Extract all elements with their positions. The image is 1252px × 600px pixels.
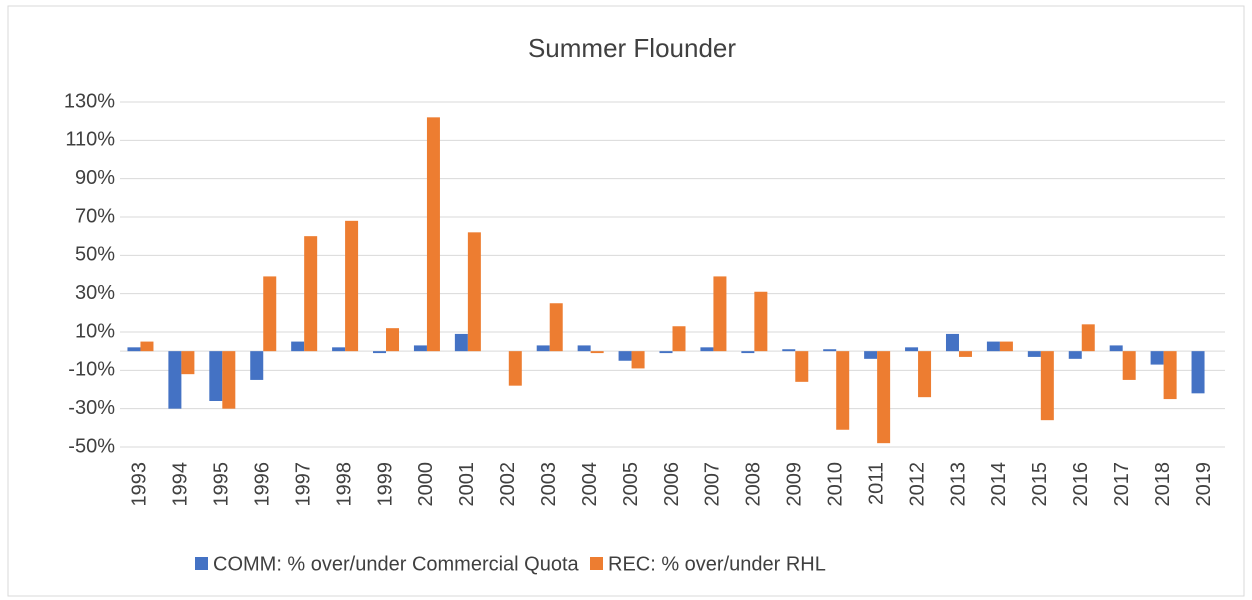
bar <box>263 276 277 352</box>
bar <box>577 345 591 352</box>
x-tick-label: 2015 <box>1029 462 1051 507</box>
x-tick-label: 2011 <box>865 462 887 505</box>
legend-label: COMM: % over/under Commercial Quota <box>213 553 580 575</box>
bar <box>958 351 972 357</box>
bar <box>1150 351 1164 365</box>
x-tick-label: 2018 <box>1152 462 1174 507</box>
chart-border <box>7 5 1245 597</box>
bar <box>181 351 195 375</box>
bar <box>304 236 318 352</box>
x-tick-label: 2006 <box>661 462 683 507</box>
bar <box>250 351 264 380</box>
bar <box>345 220 359 352</box>
y-tick-label: 10% <box>75 320 115 342</box>
bar <box>508 351 522 386</box>
y-tick-label: 30% <box>75 282 115 304</box>
bar <box>549 303 563 352</box>
bar <box>209 351 223 401</box>
y-tick-label: 110% <box>65 129 115 151</box>
bar <box>782 349 796 352</box>
x-tick-label: 1997 <box>292 462 314 507</box>
x-tick-label: 1996 <box>252 462 274 507</box>
x-tick-label: 2001 <box>456 462 478 507</box>
bar <box>999 341 1013 352</box>
bar <box>672 326 686 352</box>
x-tick-label: 2017 <box>1111 462 1133 507</box>
x-tick-label: 2014 <box>988 462 1010 507</box>
bar <box>168 351 182 409</box>
bar <box>659 351 673 354</box>
chart-title: Summer Flounder <box>528 33 736 63</box>
bar <box>864 351 878 359</box>
x-tick-label: 2004 <box>579 462 601 507</box>
x-tick-label: 2010 <box>824 462 846 507</box>
x-tick-label: 1998 <box>333 462 355 507</box>
bar <box>986 341 1000 352</box>
x-tick-label: 2019 <box>1193 462 1215 507</box>
y-tick-label: 130% <box>64 90 115 112</box>
bar <box>1163 351 1177 400</box>
x-tick-label: 1993 <box>129 462 151 507</box>
bar <box>918 351 932 398</box>
y-tick-label: -30% <box>68 397 115 419</box>
bar <box>945 333 959 352</box>
bar <box>618 351 632 361</box>
x-tick-label: 2009 <box>784 462 806 507</box>
bar <box>467 232 481 352</box>
bar <box>1081 324 1095 352</box>
bar <box>536 345 550 352</box>
bar <box>1109 345 1123 352</box>
bar <box>713 276 727 352</box>
bar <box>905 347 919 352</box>
bar <box>754 291 768 352</box>
x-tick-label: 1994 <box>170 462 192 507</box>
bar <box>836 351 850 430</box>
x-tick-label: 2000 <box>415 462 437 507</box>
x-tick-label: 2013 <box>947 462 969 507</box>
y-tick-label: -50% <box>68 435 115 457</box>
y-tick-label: 50% <box>75 244 115 266</box>
bar <box>332 347 346 352</box>
bar <box>1068 351 1082 359</box>
bar <box>413 345 427 352</box>
bar <box>823 349 837 352</box>
bar <box>631 351 645 369</box>
bar <box>373 351 387 354</box>
x-tick-label: 2005 <box>620 462 642 507</box>
y-tick-label: 70% <box>75 205 115 227</box>
x-tick-label: 2008 <box>743 462 765 507</box>
bar <box>700 347 714 352</box>
bar <box>590 351 604 354</box>
bar <box>386 328 400 352</box>
bar <box>1191 351 1205 394</box>
bar <box>795 351 809 382</box>
bar <box>454 333 468 352</box>
y-tick-label: 90% <box>75 167 115 189</box>
bar <box>140 341 154 352</box>
legend-swatch <box>590 557 603 570</box>
y-tick-label: -10% <box>68 359 115 381</box>
x-tick-label: 1995 <box>211 462 233 507</box>
bar <box>291 341 305 352</box>
x-tick-label: 2003 <box>538 462 560 507</box>
bar <box>426 117 440 352</box>
bar <box>877 351 891 444</box>
bar <box>1040 351 1054 421</box>
bar <box>1027 351 1041 357</box>
x-tick-label: 1999 <box>374 462 396 507</box>
bar <box>1122 351 1136 380</box>
legend-label: REC: % over/under RHL <box>608 553 826 575</box>
x-tick-label: 2007 <box>702 462 724 507</box>
legend-swatch <box>195 557 208 570</box>
x-tick-label: 2002 <box>497 462 519 507</box>
x-tick-label: 2012 <box>906 462 928 507</box>
bar <box>127 347 141 352</box>
bar <box>741 351 755 354</box>
x-tick-label: 2016 <box>1070 462 1092 507</box>
bar <box>222 351 236 409</box>
